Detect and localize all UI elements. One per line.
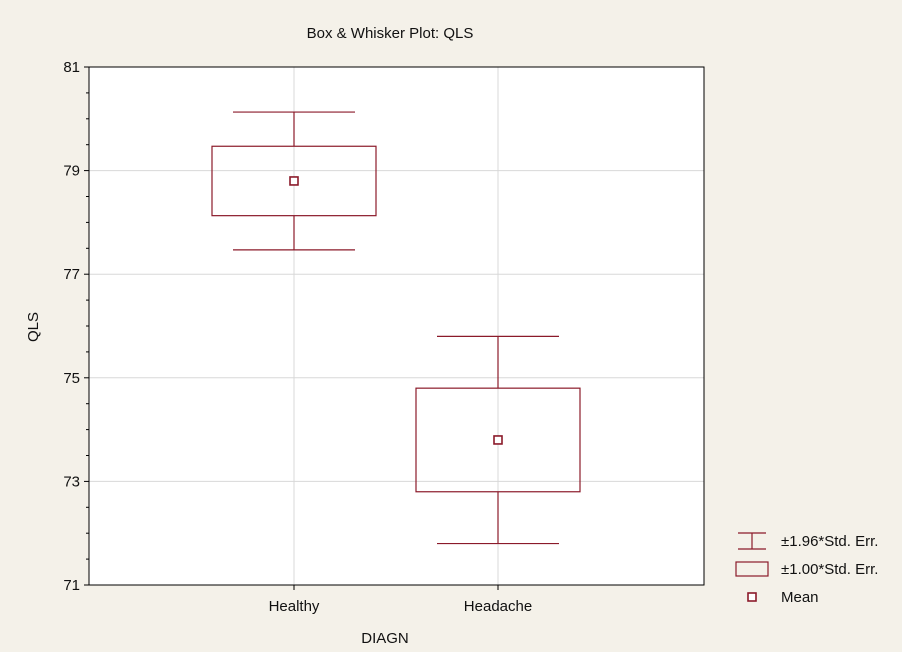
box (211, 145, 377, 217)
y-tick-label: 71 (63, 577, 80, 594)
legend-item-whisker: ±1.96*Std. Err. (738, 532, 878, 550)
x-tick-label: Healthy (269, 598, 320, 615)
box (415, 387, 581, 493)
mean-marker (289, 176, 299, 186)
legend-label: ±1.00*Std. Err. (781, 561, 878, 578)
plot-border (88, 66, 705, 586)
y-tick-label: 79 (63, 163, 80, 180)
chart-title: Box & Whisker Plot: QLS (307, 25, 474, 42)
plot-area: 71 73 75 77 79 81 Healthy Headache (63, 59, 705, 615)
legend-box-symbol (735, 561, 769, 577)
mean-marker (493, 435, 503, 445)
x-axis-title: DIAGN (361, 630, 409, 647)
x-tick-label: Headache (464, 598, 532, 615)
plot-background (89, 67, 704, 585)
y-tick-label: 81 (63, 59, 80, 76)
legend-item-box: ±1.00*Std. Err. (735, 561, 878, 578)
legend-label: ±1.96*Std. Err. (781, 533, 878, 550)
legend-mean-symbol (747, 592, 757, 602)
legend-label: Mean (781, 589, 819, 606)
box-series-headache (415, 335, 581, 545)
y-tick-label: 73 (63, 473, 80, 490)
box-series-healthy (211, 111, 377, 251)
y-tick-label: 77 (63, 266, 80, 283)
legend: ±1.96*Std. Err. ±1.00*Std. Err. Mean (735, 532, 878, 606)
legend-item-mean-marker: Mean (747, 589, 819, 606)
y-axis-title: QLS (25, 312, 42, 342)
y-tick-label: 75 (63, 370, 80, 387)
